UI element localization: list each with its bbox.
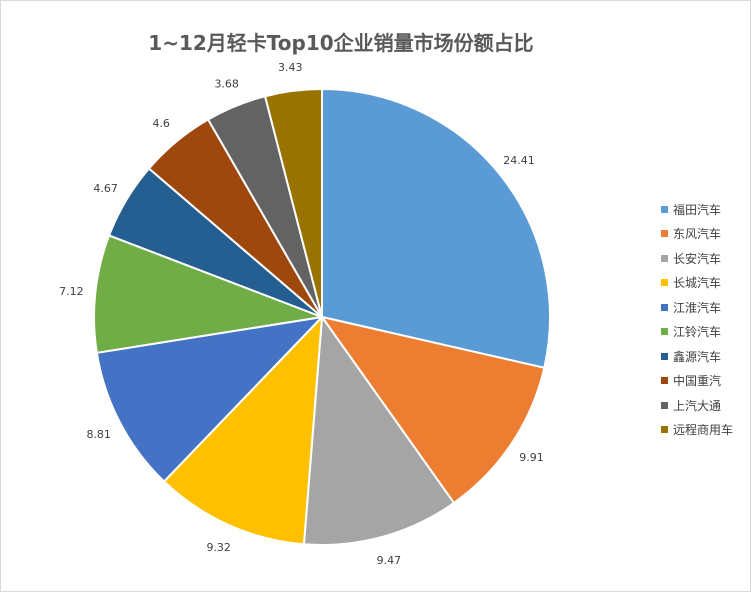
legend-item-福田汽车: 福田汽车 <box>661 197 733 222</box>
data-label-长安汽车: 9.47 <box>377 554 402 567</box>
legend-item-长城汽车: 长城汽车 <box>661 271 733 296</box>
legend-swatch <box>661 303 668 311</box>
pie-slice-江铃汽车 <box>92 234 323 354</box>
data-label-鑫源汽车: 4.67 <box>93 182 118 195</box>
legend-item-远程商用车: 远程商用车 <box>661 418 733 443</box>
legend-label: 鑫源汽车 <box>673 349 722 364</box>
legend-item-中国重汽: 中国重汽 <box>661 369 733 394</box>
legend-item-江淮汽车: 江淮汽车 <box>661 295 733 320</box>
legend-item-长安汽车: 长安汽车 <box>661 246 733 271</box>
legend-swatch <box>661 230 668 238</box>
legend-item-上汽大通: 上汽大通 <box>661 393 733 418</box>
legend-label: 江淮汽车 <box>673 300 722 315</box>
legend-swatch <box>661 205 668 213</box>
legend-swatch <box>661 377 668 385</box>
chart-title: 1~12月轻卡Top10企业销量市场份额占比 <box>148 31 534 55</box>
legend-label: 福田汽车 <box>673 202 722 217</box>
legend-swatch <box>661 352 668 360</box>
legend: 福田汽车东风汽车长安汽车长城汽车江淮汽车江铃汽车鑫源汽车中国重汽上汽大通远程商用… <box>661 197 733 442</box>
pie-slice-长城汽车 <box>163 316 323 546</box>
pie-slice-远程商用车 <box>264 88 323 318</box>
legend-label: 远程商用车 <box>673 423 734 438</box>
pie-slice-福田汽车 <box>321 88 551 369</box>
legend-item-江铃汽车: 江铃汽车 <box>661 320 733 345</box>
legend-swatch <box>661 254 668 262</box>
legend-label: 上汽大通 <box>673 398 722 413</box>
legend-swatch <box>661 426 668 434</box>
data-label-东风汽车: 9.91 <box>519 451 544 464</box>
data-label-江铃汽车: 7.12 <box>59 285 84 298</box>
legend-item-东风汽车: 东风汽车 <box>661 222 733 247</box>
data-label-远程商用车: 3.43 <box>278 61 303 74</box>
data-label-福田汽车: 24.41 <box>503 154 535 167</box>
data-label-江淮汽车: 8.81 <box>86 428 111 441</box>
legend-label: 长城汽车 <box>673 276 722 291</box>
legend-item-鑫源汽车: 鑫源汽车 <box>661 344 733 369</box>
data-label-长城汽车: 9.32 <box>206 541 231 554</box>
pie-slice-长安汽车 <box>302 316 455 546</box>
pie-slice-江淮汽车 <box>95 316 323 483</box>
legend-label: 长安汽车 <box>673 251 722 266</box>
legend-label: 江铃汽车 <box>673 325 722 340</box>
legend-swatch <box>661 328 668 336</box>
legend-label: 东风汽车 <box>673 227 722 242</box>
pie-slice-东风汽车 <box>321 316 546 504</box>
legend-swatch <box>661 279 668 287</box>
legend-label: 中国重汽 <box>673 374 722 389</box>
legend-swatch <box>661 401 668 409</box>
data-label-上汽大通: 3.68 <box>214 78 239 91</box>
data-label-中国重汽: 4.6 <box>152 117 170 130</box>
